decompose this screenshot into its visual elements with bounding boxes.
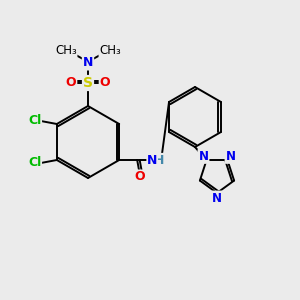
Text: O: O [100, 76, 110, 89]
Text: Cl: Cl [28, 157, 41, 169]
Text: N: N [147, 154, 158, 166]
Text: CH₃: CH₃ [55, 44, 77, 56]
Text: H: H [154, 154, 164, 166]
Text: S: S [83, 76, 93, 90]
Text: CH₃: CH₃ [99, 44, 121, 56]
Text: N: N [83, 56, 93, 70]
Text: N: N [199, 150, 208, 163]
Text: N: N [212, 191, 222, 205]
Text: Cl: Cl [28, 115, 41, 128]
Text: O: O [66, 76, 76, 89]
Text: O: O [135, 170, 146, 184]
Text: N: N [226, 150, 236, 163]
